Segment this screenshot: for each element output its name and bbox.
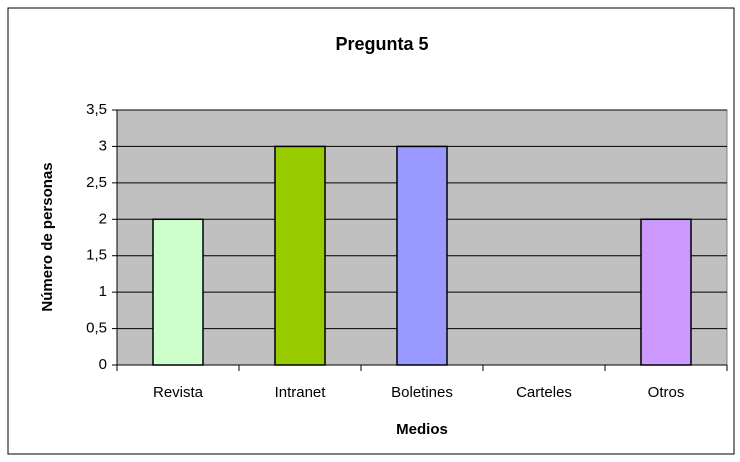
y-tick-label: 1,5 (86, 247, 107, 264)
x-tick-label: Revista (153, 384, 204, 401)
y-tick-label: 2,5 (86, 174, 107, 191)
x-tick-label: Boletines (391, 384, 453, 401)
chart-title: Pregunta 5 (335, 34, 428, 54)
y-tick-label: 2 (99, 210, 107, 227)
bar (152, 218, 204, 366)
bar (396, 145, 448, 366)
y-axis-label: Número de personas (39, 162, 56, 311)
y-tick-label: 0 (99, 356, 107, 373)
x-tick-label: Otros (648, 384, 685, 401)
x-tick-label: Intranet (275, 384, 327, 401)
x-tick-label: Carteles (516, 384, 572, 401)
y-tick-label: 1 (99, 283, 107, 300)
y-tick-label: 0,5 (86, 320, 107, 337)
bar (274, 145, 326, 366)
y-tick-label: 3,5 (86, 101, 107, 118)
bar (640, 218, 692, 366)
y-tick-label: 3 (99, 137, 107, 154)
x-axis-label: Medios (396, 421, 448, 438)
